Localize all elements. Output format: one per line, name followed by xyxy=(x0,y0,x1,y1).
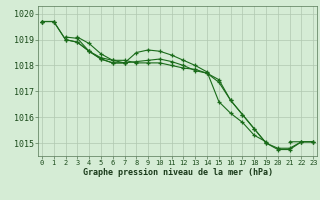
X-axis label: Graphe pression niveau de la mer (hPa): Graphe pression niveau de la mer (hPa) xyxy=(83,168,273,177)
